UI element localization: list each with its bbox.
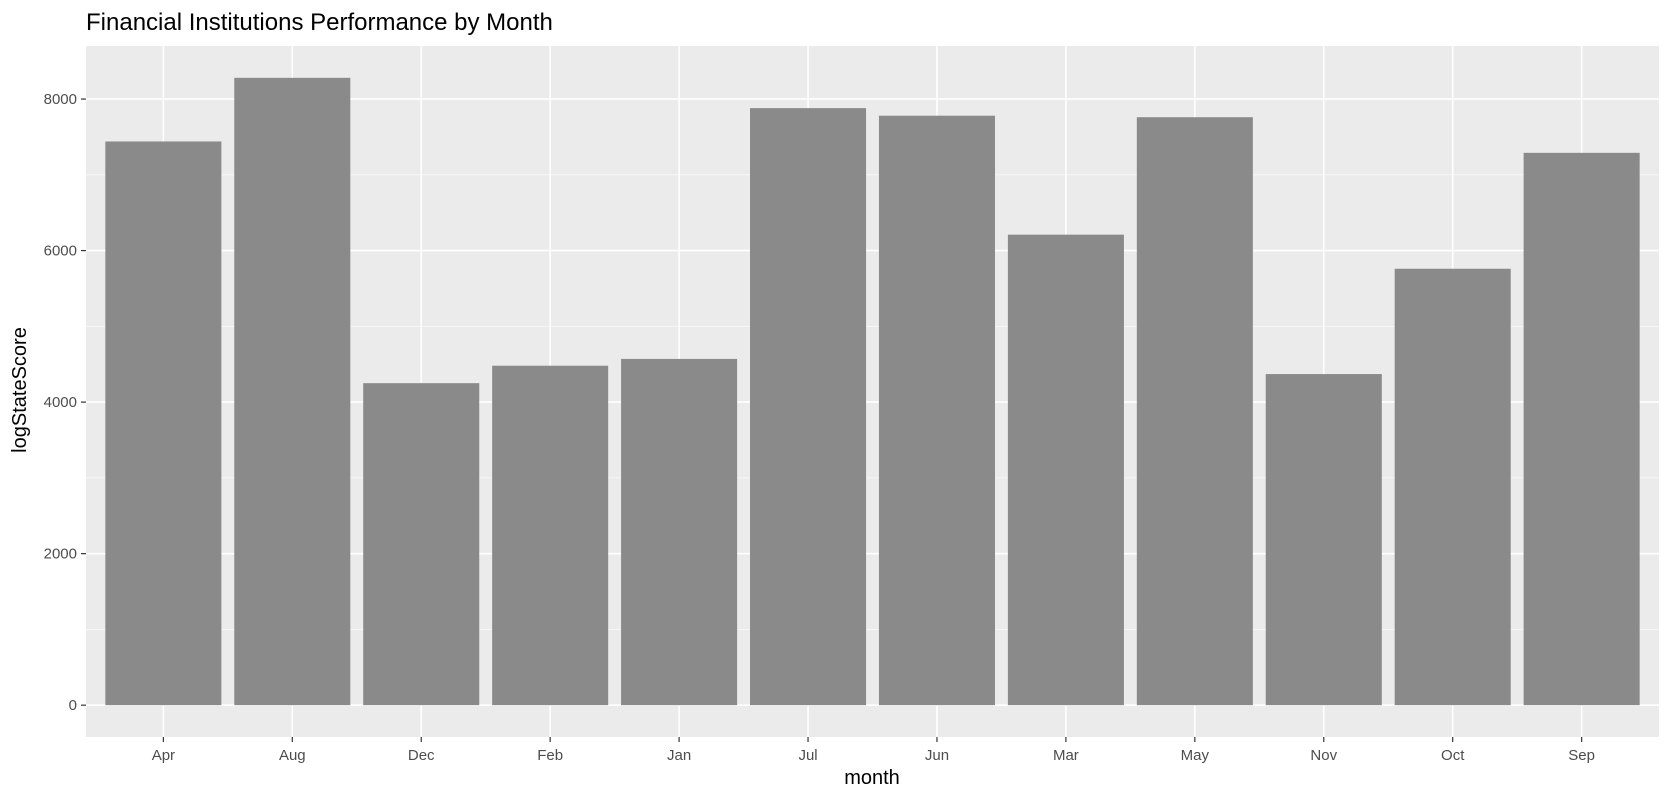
y-axis: 0 2000 4000 6000 8000 <box>44 91 86 714</box>
bar-apr <box>105 141 222 706</box>
bar-aug <box>234 77 351 706</box>
x-tick-label: Feb <box>537 747 563 764</box>
x-tick-label: Apr <box>152 747 175 764</box>
x-tick-label: Aug <box>279 747 306 764</box>
x-tick-label: Jun <box>925 747 949 764</box>
bar-dec <box>363 383 480 706</box>
y-tick-label: 8000 <box>44 91 77 108</box>
bar-nov <box>1265 374 1382 706</box>
x-tick-label: Oct <box>1441 747 1465 764</box>
x-tick-label: May <box>1181 747 1210 764</box>
x-tick-label: Sep <box>1568 747 1595 764</box>
x-tick-label: Dec <box>408 747 435 764</box>
bar-sep <box>1523 152 1640 706</box>
bars <box>105 77 1640 706</box>
x-tick-label: Nov <box>1310 747 1337 764</box>
y-tick-label: 6000 <box>44 243 77 260</box>
y-tick-label: 2000 <box>44 546 77 563</box>
x-tick-label: Jan <box>667 747 691 764</box>
x-tick-label: Jul <box>798 747 817 764</box>
bar-feb <box>492 365 609 706</box>
bar-jan <box>621 358 738 706</box>
y-tick-label: 4000 <box>44 394 77 411</box>
bar-jun <box>878 115 995 706</box>
bar-may <box>1136 117 1253 706</box>
y-tick-label: 0 <box>69 697 77 714</box>
x-tick-label: Mar <box>1053 747 1079 764</box>
x-axis: Apr Aug Dec Feb Jan Jul Jun Mar May Nov Oct Sep <box>152 737 1595 764</box>
y-axis-title: logStateScore <box>9 327 31 453</box>
chart-title: Financial Institutions Performance by Mo… <box>86 9 553 36</box>
bar-jul <box>750 108 867 706</box>
x-axis-title: month <box>844 767 900 789</box>
bar-oct <box>1394 268 1511 706</box>
bar-mar <box>1007 234 1124 706</box>
